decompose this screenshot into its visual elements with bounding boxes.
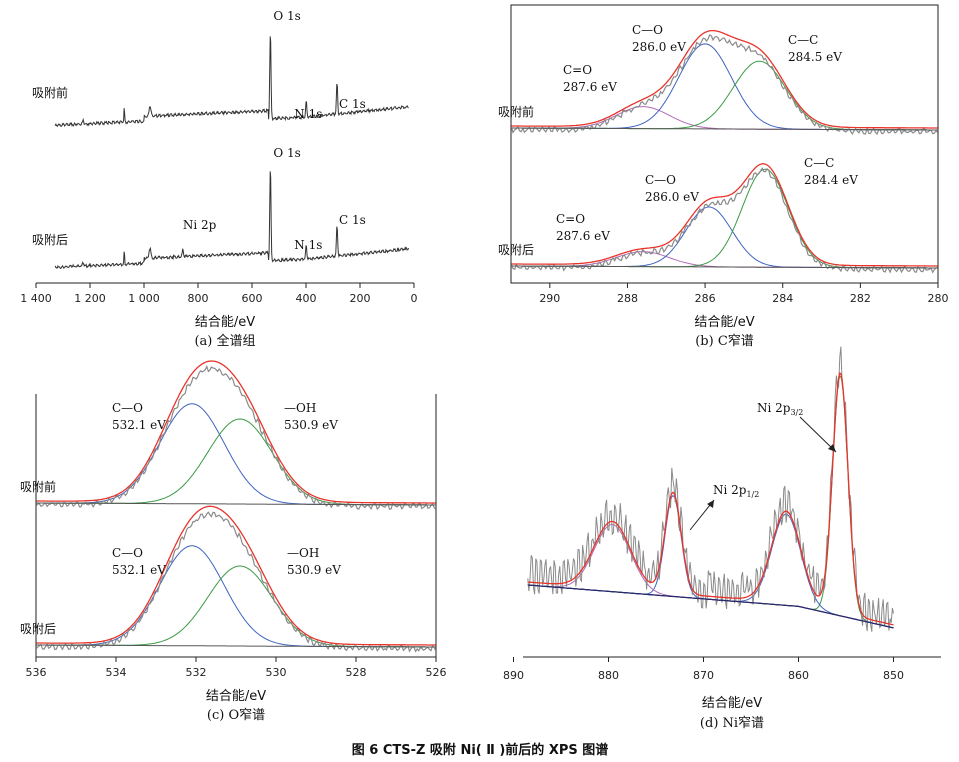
arrow-head — [828, 444, 836, 452]
series-label: 吸附后 — [20, 622, 56, 636]
survey-trace — [54, 36, 409, 128]
component-energy: 532.1 eV — [112, 418, 166, 432]
x-tick-label: 0 — [411, 292, 418, 305]
component-label: —OH — [287, 546, 319, 560]
x-axis-label: 结合能/eV — [694, 315, 754, 330]
fit-envelope — [527, 372, 894, 626]
panel-a-survey: 1 400 1 200 1 000 800 600 400 200 0 吸附前 O 1s N 1s C… — [20, 9, 417, 349]
raw-spectrum — [35, 511, 437, 653]
figure-caption: 图 6 CTS-Z 吸附 Ni( Ⅱ )前后的 XPS 图谱 — [352, 742, 609, 758]
x-tick-label: 200 — [350, 292, 371, 305]
x-tick-label: 290 — [539, 292, 560, 305]
component-energy: 286.0 eV — [645, 190, 699, 204]
x-tick-label: 288 — [617, 292, 638, 305]
panel-b-c1s: 290 288 286 284 282 280 吸附前 C=O 287.6 eV C—O 286.0… — [498, 4, 949, 349]
component-label: C—C — [804, 156, 834, 170]
x-tick-label: 1 400 — [20, 292, 52, 305]
component-energy: 530.9 eV — [284, 418, 338, 432]
baseline — [511, 265, 938, 269]
x-tick-label: 890 — [503, 669, 524, 682]
baseline — [36, 644, 436, 648]
x-tick-label: 530 — [266, 666, 287, 679]
component-label: C—O — [645, 173, 676, 187]
x-tick-label: 850 — [883, 669, 904, 682]
x-tick-label: 282 — [850, 292, 871, 305]
peak-label: N 1s — [294, 238, 322, 252]
component-label: C=O — [563, 63, 592, 77]
x-tick-label: 526 — [426, 666, 447, 679]
series-label: 吸附后 — [32, 233, 68, 247]
panel-caption: (c) O窄谱 — [207, 707, 265, 723]
component-label: C—O — [632, 23, 663, 37]
component-label: C—O — [112, 546, 143, 560]
x-tick-label: 600 — [242, 292, 263, 305]
x-tick-label: 400 — [296, 292, 317, 305]
series-label: 吸附后 — [498, 243, 534, 257]
arrow-head — [707, 500, 714, 508]
x-tick-label: 1 000 — [128, 292, 160, 305]
fit-envelope — [511, 163, 938, 267]
fit-component-green — [36, 418, 436, 506]
panel-caption: (b) C窄谱 — [695, 333, 754, 349]
x-axis-label: 结合能/eV — [195, 315, 255, 330]
fit-envelope — [511, 29, 938, 129]
x-tick-label: 286 — [695, 292, 716, 305]
fit-component-blue — [36, 403, 436, 506]
panel-caption: (d) Ni窄谱 — [700, 715, 764, 731]
x-tick-label: 1 200 — [74, 292, 106, 305]
panel-d-ni2p: 890 880 870 860 850 Ni 2p3/2 Ni 2p1/2 结合能/eV (d)… — [503, 346, 941, 731]
peak-label: C 1s — [339, 97, 366, 111]
x-tick-label: 534 — [106, 666, 127, 679]
component-label: C=O — [556, 212, 585, 226]
raw-spectrum — [510, 167, 938, 274]
x-axis-label: 结合能/eV — [206, 689, 266, 704]
survey-trace — [54, 171, 410, 270]
component-energy: 284.5 eV — [788, 50, 842, 64]
raw-spectrum — [35, 364, 437, 511]
x-tick-label: 280 — [928, 292, 949, 305]
peak-label: Ni 2p — [183, 218, 217, 232]
peak-label: O 1s — [273, 146, 300, 160]
x-tick-label: 800 — [188, 292, 209, 305]
x-tick-label: 536 — [26, 666, 47, 679]
component-label: —OH — [284, 401, 316, 415]
fit-component-purple — [511, 106, 938, 131]
fit-envelope — [36, 505, 436, 646]
x-tick-label: 880 — [598, 669, 619, 682]
component-energy: 532.1 eV — [112, 563, 166, 577]
component-energy: 287.6 eV — [556, 229, 610, 243]
panel-c-o1s: 536 534 532 530 528 526 吸附前 C—O 532.1 eV —OH 530.9… — [20, 360, 447, 723]
peak-label: N 1s — [294, 107, 322, 121]
peak-label: O 1s — [273, 9, 300, 23]
panel-caption: (a) 全谱组 — [194, 333, 255, 349]
x-tick-label: 860 — [788, 669, 809, 682]
x-tick-label: 532 — [186, 666, 207, 679]
baseline — [36, 502, 436, 506]
x-tick-label: 284 — [772, 292, 793, 305]
series-label: 吸附前 — [32, 85, 68, 100]
x-tick-label: 528 — [346, 666, 367, 679]
fit-component-blue — [36, 545, 436, 648]
x-axis-label: 结合能/eV — [702, 696, 762, 711]
component-label: C—C — [788, 33, 818, 47]
component-label: C—O — [112, 401, 143, 415]
fit-envelope — [36, 360, 436, 504]
fit-component-blue — [527, 495, 894, 629]
annotation-arrow — [799, 416, 837, 453]
annotation-ni2p12: Ni 2p1/2 — [713, 483, 759, 499]
series-label: 吸附前 — [498, 104, 534, 119]
component-energy: 287.6 eV — [563, 80, 617, 94]
component-energy: 284.4 eV — [804, 173, 858, 187]
peak-label: C 1s — [339, 213, 366, 227]
baseline — [511, 127, 938, 131]
baseline — [527, 584, 894, 629]
component-energy: 286.0 eV — [632, 40, 686, 54]
x-tick-label: 870 — [693, 669, 714, 682]
series-label: 吸附前 — [20, 479, 56, 494]
component-energy: 530.9 eV — [287, 563, 341, 577]
annotation-ni2p32: Ni 2p3/2 — [757, 401, 803, 417]
